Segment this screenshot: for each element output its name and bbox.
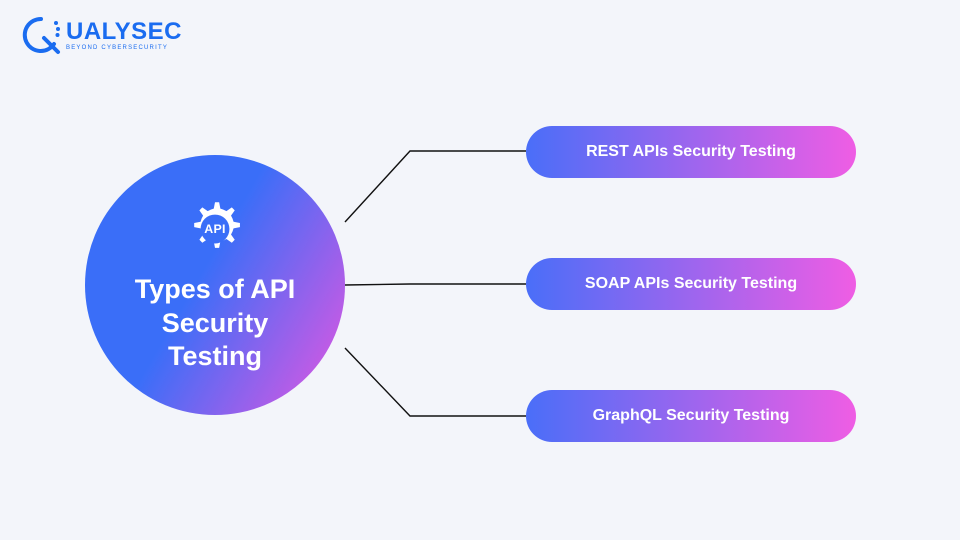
- type-pill: GraphQL Security Testing: [526, 390, 856, 442]
- type-pill-label: GraphQL Security Testing: [593, 407, 790, 425]
- hub-title-line: Types of API: [135, 274, 296, 304]
- type-pill: REST APIs Security Testing: [526, 126, 856, 178]
- api-icon-label: API: [204, 222, 226, 236]
- api-gear-icon: API: [182, 196, 248, 267]
- infographic-canvas: UALYSEC BEYOND CYBERSECURITY API Types o…: [0, 0, 960, 540]
- logo-wordmark: UALYSEC: [66, 20, 182, 44]
- hub-title-line: Security: [162, 308, 269, 338]
- logo-tagline: BEYOND CYBERSECURITY: [66, 45, 182, 51]
- type-pill: SOAP APIs Security Testing: [526, 258, 856, 310]
- hub-title-line: Testing: [168, 341, 262, 371]
- brand-logo: UALYSEC BEYOND CYBERSECURITY: [20, 14, 182, 56]
- type-pill-label: REST APIs Security Testing: [586, 143, 796, 161]
- hub-circle: API Types of API Security Testing: [85, 155, 345, 415]
- hub-title: Types of API Security Testing: [119, 273, 312, 374]
- type-pill-label: SOAP APIs Security Testing: [585, 275, 797, 293]
- logo-q-mark-icon: [20, 14, 62, 56]
